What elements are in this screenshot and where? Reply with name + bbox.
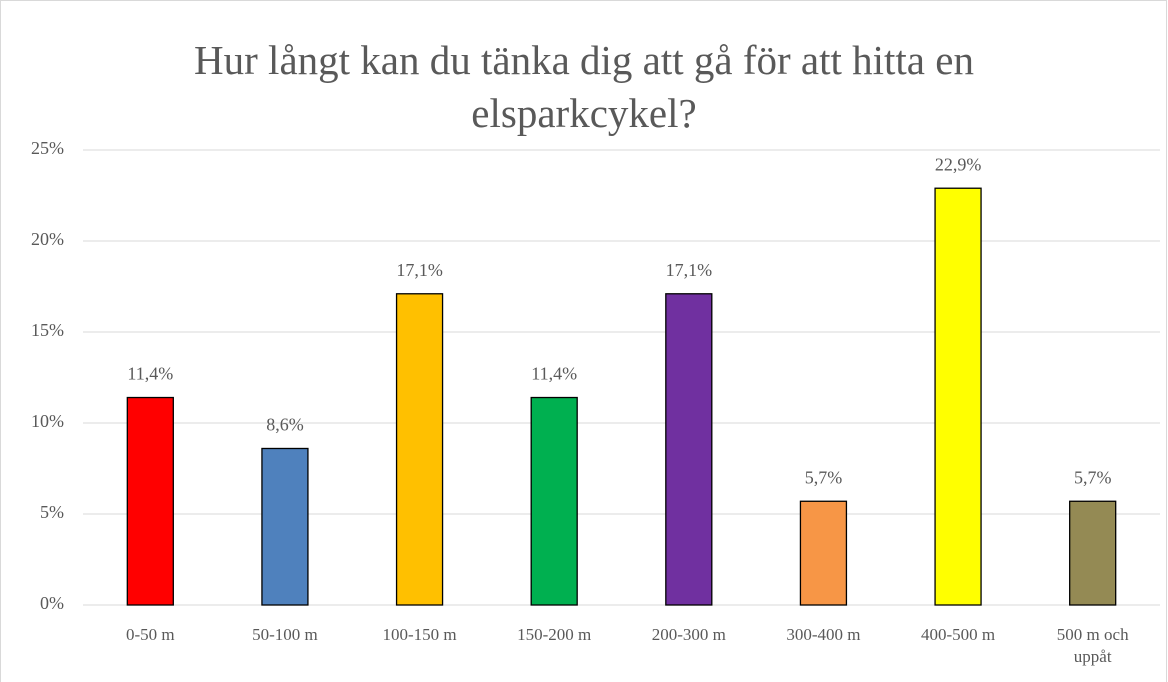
bar bbox=[934, 187, 982, 606]
data-label: 17,1% bbox=[666, 260, 713, 280]
data-label: 17,1% bbox=[396, 260, 443, 280]
data-label: 8,6% bbox=[266, 415, 304, 435]
bar bbox=[395, 293, 444, 606]
x-tick-label: 200-300 m bbox=[651, 625, 726, 644]
data-label: 5,7% bbox=[805, 467, 843, 487]
chart-title: Hur långt kan du tänka dig att gå för at… bbox=[194, 37, 974, 136]
x-tick-label: 0-50 m bbox=[125, 625, 175, 644]
y-tick-label: 10% bbox=[31, 411, 64, 431]
y-tick-label: 0% bbox=[40, 593, 64, 613]
data-label: 22,9% bbox=[935, 154, 982, 174]
data-label: 11,4% bbox=[127, 364, 173, 384]
bar bbox=[530, 396, 578, 606]
data-label: 5,7% bbox=[1074, 467, 1112, 487]
y-tick-label: 25% bbox=[31, 138, 64, 158]
bar bbox=[799, 500, 848, 606]
x-tick-label: 150-200 m bbox=[517, 625, 592, 644]
y-tick-label: 5% bbox=[40, 502, 64, 522]
data-label: 11,4% bbox=[531, 364, 577, 384]
bar bbox=[1069, 500, 1117, 606]
x-tick-label: 300-400 m bbox=[786, 625, 861, 644]
x-tick-label: 500 m och uppåt bbox=[1056, 625, 1129, 666]
x-tick-label: 50-100 m bbox=[252, 625, 318, 644]
bar bbox=[261, 447, 309, 606]
x-tick-label: 100-150 m bbox=[382, 625, 457, 644]
bar bbox=[126, 396, 174, 606]
x-tick-label: 400-500 m bbox=[920, 625, 996, 644]
bar bbox=[665, 293, 713, 606]
y-tick-label: 20% bbox=[31, 229, 64, 249]
y-tick-label: 15% bbox=[31, 320, 64, 340]
